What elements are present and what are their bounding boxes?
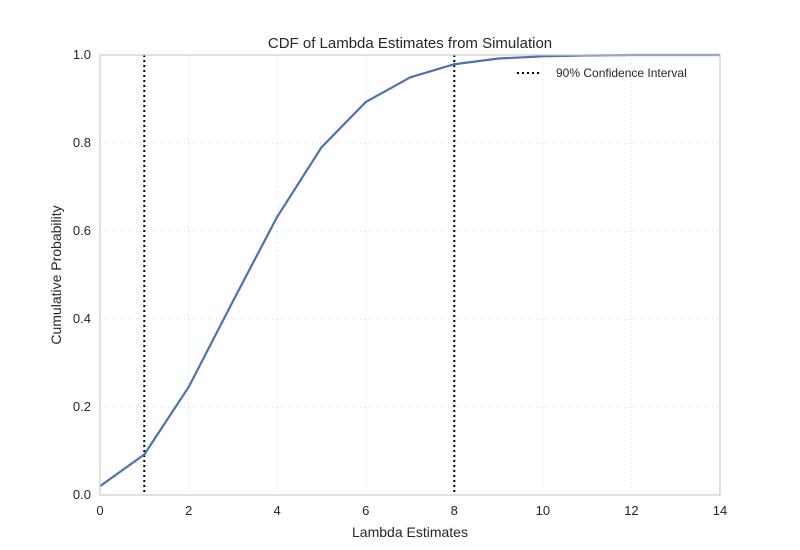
chart-title: CDF of Lambda Estimates from Simulation bbox=[268, 35, 552, 52]
x-tick-label: 6 bbox=[362, 503, 369, 518]
y-tick-label: 1.0 bbox=[73, 47, 91, 62]
legend-label: 90% Confidence Interval bbox=[556, 66, 687, 80]
y-tick-label: 0.8 bbox=[73, 135, 91, 150]
cdf-series bbox=[99, 53, 720, 488]
x-tick-label: 8 bbox=[451, 503, 458, 518]
grid-lines bbox=[100, 55, 720, 495]
y-tick-label: 0.2 bbox=[73, 399, 91, 414]
confidence-interval-lines bbox=[143, 55, 456, 495]
y-tick-label: 0.6 bbox=[73, 223, 91, 238]
x-tick-label: 4 bbox=[274, 503, 281, 518]
y-tick-label: 0.0 bbox=[73, 487, 91, 502]
x-tick-label: 0 bbox=[96, 503, 103, 518]
x-tick-label: 10 bbox=[536, 503, 550, 518]
y-axis-label: Cumulative Probability bbox=[48, 205, 64, 344]
plot-frame bbox=[99, 54, 721, 496]
x-axis-label: Lambda Estimates bbox=[352, 524, 468, 540]
x-tick-label: 2 bbox=[185, 503, 192, 518]
y-tick-label: 0.4 bbox=[73, 311, 91, 326]
x-tick-label: 12 bbox=[624, 503, 638, 518]
x-tick-labels: 0 2 4 6 8 10 12 14 bbox=[96, 503, 727, 518]
legend: 90% Confidence Interval bbox=[517, 66, 687, 80]
y-tick-labels: 0.0 0.2 0.4 0.6 0.8 1.0 bbox=[73, 47, 91, 502]
cdf-line bbox=[99, 53, 720, 488]
x-tick-label: 14 bbox=[713, 503, 727, 518]
